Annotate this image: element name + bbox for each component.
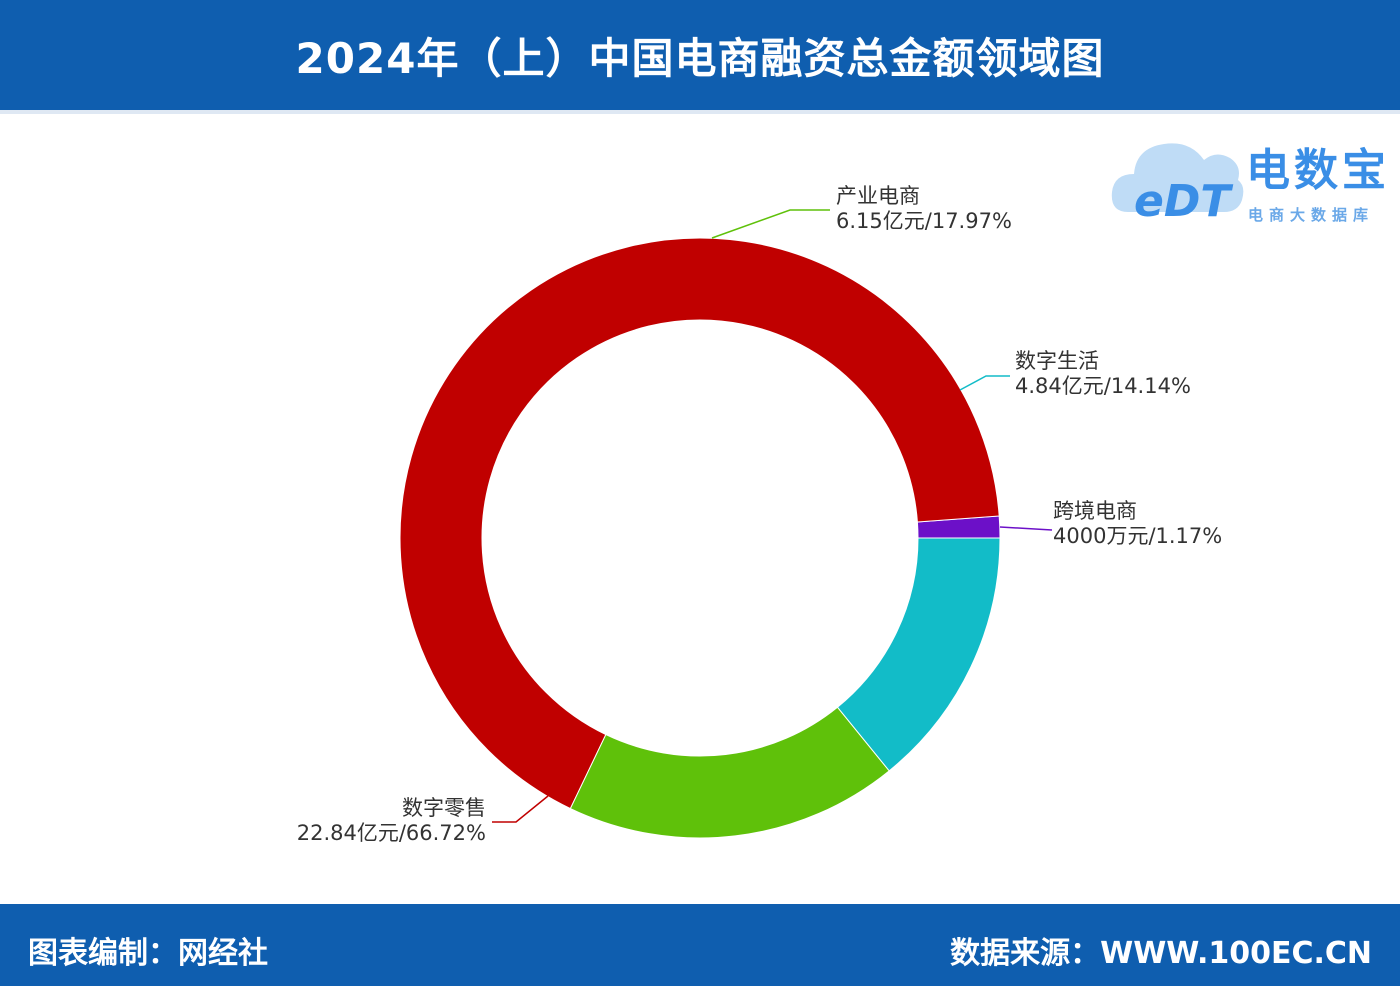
- edt-logo: eDT 电数宝 电商大数据库: [1106, 120, 1396, 230]
- slice-数字生活: [836, 537, 1001, 772]
- slice-label-name: 数字零售: [402, 796, 486, 820]
- logo-mark: eDT: [1134, 176, 1233, 227]
- logo-brand: 电数宝: [1246, 145, 1390, 196]
- slice-数字零售: [399, 237, 1000, 810]
- slice-label-value: 4.84亿元/14.14%: [1015, 374, 1191, 398]
- leader-lines: [492, 209, 1053, 823]
- logo-subtitle: 电商大数据库: [1248, 206, 1375, 224]
- slice-label-name: 数字生活: [1015, 349, 1099, 373]
- leader-line-数字零售: [492, 795, 549, 823]
- slice-label-value: 22.84亿元/66.72%: [297, 821, 486, 845]
- header-bar: 2024年（上）中国电商融资总金额领域图: [0, 0, 1400, 110]
- footer-bar: 图表编制：网经社 数据来源：WWW.100EC.CN: [0, 904, 1400, 986]
- leader-line-数字生活: [959, 375, 1010, 391]
- chart-title: 2024年（上）中国电商融资总金额领域图: [295, 33, 1105, 83]
- slice-产业电商: [569, 706, 890, 839]
- slice-label-value: 6.15亿元/17.97%: [836, 209, 1012, 233]
- donut-slices: [399, 237, 1001, 839]
- header-divider: [0, 110, 1400, 114]
- slice-label-name: 跨境电商: [1053, 499, 1137, 523]
- footer-source: 数据来源：WWW.100EC.CN: [950, 936, 1372, 971]
- leader-line-产业电商: [711, 209, 830, 239]
- slice-label-value: 4000万元/1.17%: [1053, 524, 1222, 548]
- cloud-logo-icon: eDT: [1111, 143, 1244, 227]
- leader-line-跨境电商: [999, 526, 1053, 531]
- footer-credit: 图表编制：网经社: [28, 936, 268, 971]
- slice-label-name: 产业电商: [836, 184, 920, 208]
